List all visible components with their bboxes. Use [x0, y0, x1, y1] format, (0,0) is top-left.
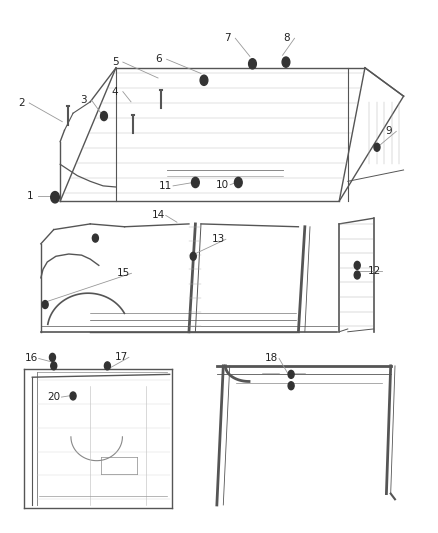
Text: 16: 16: [25, 353, 38, 364]
Text: 18: 18: [265, 353, 278, 364]
Text: 4: 4: [112, 87, 118, 96]
Text: 10: 10: [216, 180, 229, 190]
Circle shape: [288, 382, 294, 390]
Text: 5: 5: [112, 57, 118, 67]
Circle shape: [49, 353, 56, 361]
Circle shape: [200, 75, 208, 85]
Circle shape: [51, 362, 57, 370]
Circle shape: [92, 234, 99, 242]
Circle shape: [190, 252, 196, 260]
Text: 14: 14: [152, 211, 165, 221]
Text: 3: 3: [81, 95, 87, 105]
Circle shape: [191, 177, 199, 188]
Circle shape: [104, 362, 110, 370]
Circle shape: [42, 301, 48, 309]
Circle shape: [374, 143, 380, 151]
Text: 15: 15: [117, 268, 131, 278]
Circle shape: [249, 59, 256, 69]
Text: 12: 12: [368, 266, 381, 276]
Circle shape: [354, 261, 360, 269]
Text: 6: 6: [155, 54, 162, 64]
Circle shape: [234, 177, 242, 188]
Circle shape: [354, 271, 360, 279]
Text: 2: 2: [18, 98, 25, 108]
Text: 1: 1: [27, 190, 33, 200]
Text: 17: 17: [114, 352, 128, 362]
Circle shape: [101, 111, 107, 120]
Circle shape: [51, 191, 59, 203]
Text: 9: 9: [385, 126, 392, 136]
Text: 7: 7: [224, 33, 231, 43]
Circle shape: [288, 370, 294, 378]
Text: 8: 8: [283, 33, 290, 43]
Circle shape: [70, 392, 76, 400]
Circle shape: [282, 57, 290, 67]
Text: 13: 13: [212, 234, 225, 244]
Text: 20: 20: [47, 392, 60, 402]
Text: 11: 11: [159, 181, 172, 191]
